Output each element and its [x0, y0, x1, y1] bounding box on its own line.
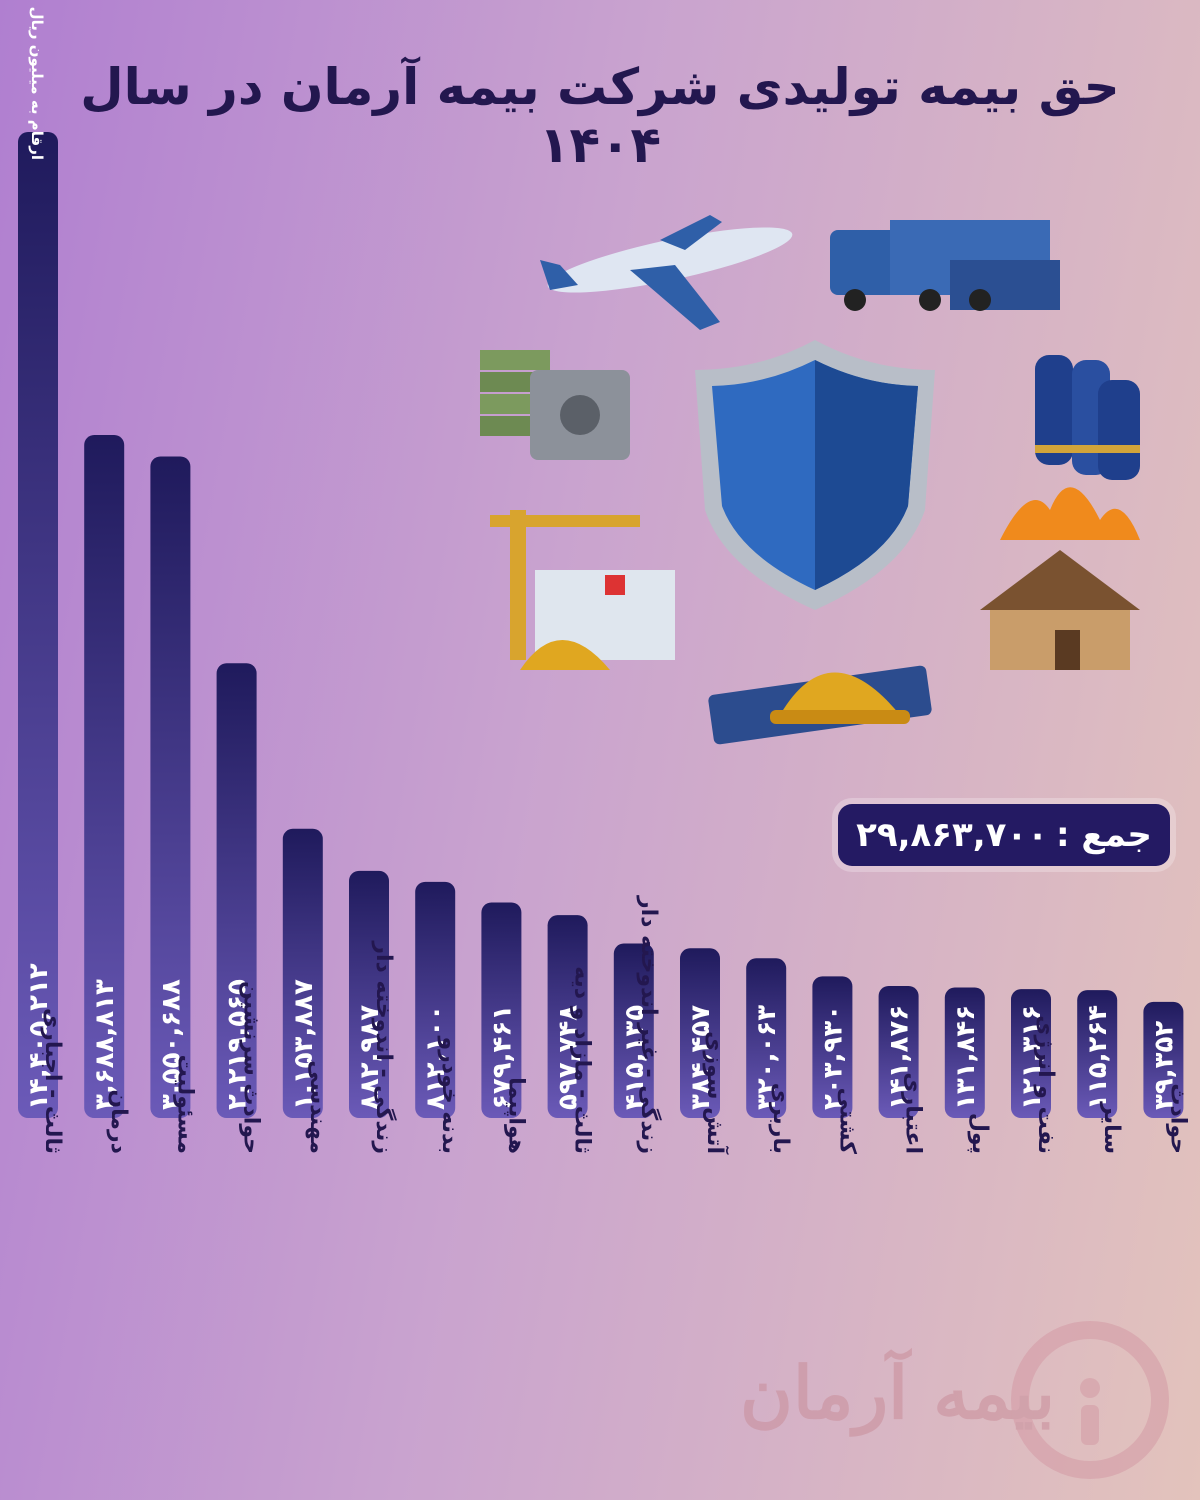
page-title: حق بیمه تولیدی شرکت بیمه آرمان در سال ۱۴…	[80, 58, 1120, 174]
category-label-17: حوادث	[1165, 1083, 1190, 1154]
bar-value-label-17: ۳۹,۳۵۲	[1149, 1021, 1179, 1110]
bar-value-label-12: ۲۰۳,۹۳۰	[818, 1005, 848, 1110]
category-label-0: ثالث - اجباری	[40, 1008, 65, 1154]
total-badge: جمع : ۲۹,۸۶۳,۷۰۰	[838, 804, 1170, 866]
unit-note: ارقام به میلیون ریال	[28, 7, 46, 160]
category-label-5: زندگی - اندوخته دار	[371, 940, 398, 1154]
category-label-16: سایر	[1099, 1101, 1124, 1154]
category-label-4: مهندسی	[305, 1060, 330, 1154]
airplane-icon	[540, 215, 793, 330]
gas-cylinders-icon	[1035, 355, 1140, 480]
helmet-blueprint-icon	[708, 665, 932, 745]
bar-value-label-3: ۲,۲۱۹,۵۶۵	[223, 979, 253, 1110]
bar-value-label-7: ۶۷۹,۴۶۱	[487, 1005, 517, 1110]
category-label-3: حوادث سرنشین	[239, 981, 264, 1154]
category-label-1: درمان	[106, 1089, 131, 1154]
category-label-6: بدنه خودرو	[437, 1035, 462, 1154]
bar-value-label-11: ۳۲۰,۰۶۳	[752, 1005, 782, 1110]
bar-value-label-5: ۸۸۲,۹۸۷	[355, 1005, 385, 1110]
bar-value-label-6: ۸۱۲,۱۰۰	[421, 1005, 451, 1110]
bar-5	[349, 870, 389, 1118]
total-label: جمع :	[1055, 815, 1152, 855]
category-label-14: پول	[967, 1113, 992, 1154]
bar-11	[746, 958, 787, 1118]
bar-17	[1143, 1001, 1184, 1118]
bar-7	[481, 902, 522, 1118]
shield-icon	[695, 340, 935, 610]
bar-value-label-10: ۳۸۴,۴۵۷	[686, 1005, 716, 1110]
total-value: ۲۹,۸۶۳,۷۰۰	[856, 815, 1048, 855]
bar-value-label-15: ۱۲۱,۳۱۶	[1017, 1005, 1047, 1110]
insurance-illustrations	[460, 210, 1180, 770]
bar-value-label-9: ۴۱۵,۱۳۵	[620, 1005, 650, 1110]
bar-12	[812, 976, 853, 1118]
bar-value-label-14: ۱۳۱,۸۴۶	[951, 1005, 981, 1110]
bar-4	[282, 828, 323, 1118]
bar-value-label-1: ۳,۶۸۸,۸۱۳	[90, 979, 120, 1110]
category-label-8: ثالث - مازاد و دیه	[570, 966, 595, 1154]
bar-13	[878, 985, 919, 1118]
bar-6	[415, 881, 456, 1118]
bar-value-label-2: ۳,۵۵۰,۶۸۸	[156, 979, 186, 1110]
category-label-12: کشتی	[834, 1088, 859, 1155]
bar-10	[680, 948, 720, 1118]
bar-value-label-8: ۵۹۷,۷۴۸	[554, 1005, 584, 1110]
category-label-2: مسئولیت	[172, 1055, 197, 1154]
bar-8	[547, 915, 588, 1118]
bar-14	[944, 987, 985, 1118]
category-label-9: زندگی - غیر اندوخته دار	[636, 895, 663, 1154]
category-label-10: آتش سوزی	[702, 1031, 730, 1154]
category-label-7: هواپیما	[503, 1077, 528, 1154]
bar-value-label-0: ۱۴,۴۰۵,۲۱۲	[24, 963, 54, 1110]
bar-value-label-13: ۱۴۱,۸۷۶	[885, 1005, 915, 1110]
bar-3	[216, 663, 257, 1118]
bar-9	[613, 943, 654, 1118]
bar-value-label-16: ۱۱۵,۲۶۴	[1083, 1005, 1113, 1110]
truck-icon	[830, 220, 1060, 311]
crane-hospital-icon	[490, 510, 675, 670]
bar-2	[150, 456, 191, 1118]
category-label-13: اعتباری	[901, 1072, 926, 1154]
bar-0	[18, 132, 58, 1118]
bar-1	[84, 435, 125, 1118]
bar-value-label-4: ۱,۱۵۳,۸۸۷	[289, 979, 319, 1110]
money-safe-icon	[480, 350, 630, 460]
logo-text: بیمه آرمان	[740, 1350, 1056, 1435]
category-label-11: باربری	[768, 1083, 793, 1154]
bar-15	[1011, 989, 1051, 1118]
logo: بیمه آرمان	[700, 1310, 1180, 1490]
burning-house-icon	[980, 487, 1140, 670]
bar-16	[1077, 990, 1118, 1118]
category-label-15: نفت و انرژی	[1033, 1015, 1058, 1154]
